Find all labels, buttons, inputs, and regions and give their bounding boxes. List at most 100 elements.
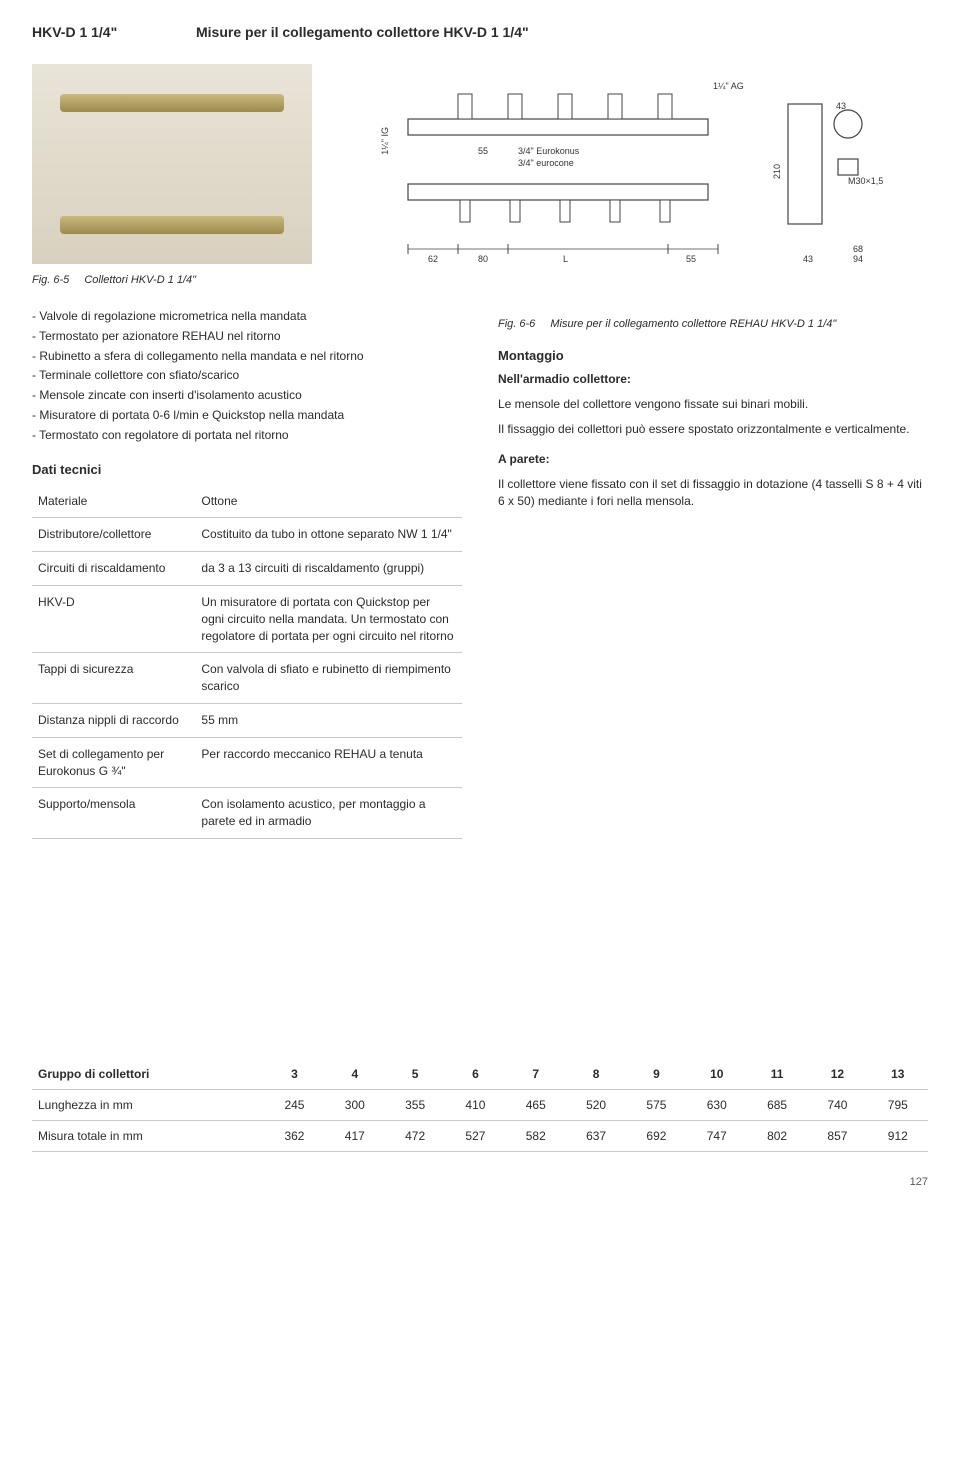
spec-key: Set di collegamento per Eurokonus G ¾" xyxy=(32,737,195,788)
dims-header-cell: 7 xyxy=(506,1059,566,1090)
dims-cell: 520 xyxy=(566,1089,626,1120)
dims-cell: 410 xyxy=(445,1089,505,1120)
dims-header-cell: 9 xyxy=(626,1059,686,1090)
dims-cell: 355 xyxy=(385,1089,445,1120)
dims-header-cell: 5 xyxy=(385,1059,445,1090)
dims-row-label: Lunghezza in mm xyxy=(32,1089,264,1120)
dims-cell: 857 xyxy=(807,1120,867,1151)
measures-title: Misure per il collegamento collettore HK… xyxy=(196,24,928,40)
technical-schematic: 1¼" IG 1¼" AG 55 3/4" Eurokonus 3/4" eur… xyxy=(348,64,898,264)
figure-row: Fig. 6-5 Collettori HKV-D 1 1/4" xyxy=(32,64,928,304)
body-columns: Valvole di regolazione micrometrica nell… xyxy=(32,308,928,839)
dims-cell: 692 xyxy=(626,1120,686,1151)
feature-item: Termostato con regolatore di portata nel… xyxy=(32,427,462,444)
dims-cell: 630 xyxy=(687,1089,747,1120)
spec-row: Circuiti di riscaldamentoda 3 a 13 circu… xyxy=(32,552,462,586)
dim-bottom-end: 55 xyxy=(686,254,696,264)
spec-value: da 3 a 13 circuiti di riscaldamento (gru… xyxy=(195,552,462,586)
dim-bottom-left: 62 xyxy=(428,254,438,264)
feature-item: Mensole zincate con inserti d'isolamento… xyxy=(32,387,462,404)
dim-bottom-L: L xyxy=(563,254,568,264)
spec-key: Distributore/collettore xyxy=(32,518,195,552)
dims-row: Misura totale in mm362417472527582637692… xyxy=(32,1120,928,1151)
armadio-head: Nell'armadio collettore: xyxy=(498,372,631,386)
dim-left-pitch: 55 xyxy=(478,146,488,156)
dims-cell: 575 xyxy=(626,1089,686,1120)
dims-header-cell: 13 xyxy=(868,1059,928,1090)
dims-cell: 740 xyxy=(807,1089,867,1120)
dim-top-thread: 1¼" AG xyxy=(713,81,744,91)
page-number: 127 xyxy=(32,1176,928,1188)
dims-cell: 582 xyxy=(506,1120,566,1151)
montaggio-head: Montaggio xyxy=(498,348,928,363)
dims-cell: 912 xyxy=(868,1120,928,1151)
spec-key: Circuiti di riscaldamento xyxy=(32,552,195,586)
dims-cell: 362 xyxy=(264,1120,324,1151)
specifications-table: MaterialeOttoneDistributore/collettoreCo… xyxy=(32,485,462,839)
spec-value: Con valvola di sfiato e rubinetto di rie… xyxy=(195,653,462,704)
dim-eurokonus2: 3/4" eurocone xyxy=(518,158,574,168)
dims-header-cell: 11 xyxy=(747,1059,807,1090)
dims-cell: 245 xyxy=(264,1089,324,1120)
dims-header-cell: 4 xyxy=(325,1059,385,1090)
dim-eurokonus1: 3/4" Eurokonus xyxy=(518,146,580,156)
spec-row: HKV-DUn misuratore di portata con Quicks… xyxy=(32,585,462,652)
dim-thread: M30×1,5 xyxy=(848,176,883,186)
dim-side-height: 210 xyxy=(772,164,782,179)
dims-header-cell: Gruppo di collettori xyxy=(32,1059,264,1090)
dim-bottom-right2: 68 xyxy=(853,244,863,254)
spec-row: Tappi di sicurezzaCon valvola di sfiato … xyxy=(32,653,462,704)
dims-cell: 527 xyxy=(445,1120,505,1151)
spec-row: Distributore/collettoreCostituito da tub… xyxy=(32,518,462,552)
parete-head: A parete: xyxy=(498,452,550,466)
dims-cell: 417 xyxy=(325,1120,385,1151)
spec-value: 55 mm xyxy=(195,703,462,737)
feature-item: Valvole di regolazione micrometrica nell… xyxy=(32,308,462,325)
product-code: HKV-D 1 1/4" xyxy=(32,24,172,40)
dims-cell: 472 xyxy=(385,1120,445,1151)
spec-key: Tappi di sicurezza xyxy=(32,653,195,704)
feature-item: Misuratore di portata 0-6 l/min e Quicks… xyxy=(32,407,462,424)
schematic-column: 1¼" IG 1¼" AG 55 3/4" Eurokonus 3/4" eur… xyxy=(348,64,898,264)
armadio-p1: Le mensole del collettore vengono fissat… xyxy=(498,396,928,413)
header-row: HKV-D 1 1/4" Misure per il collegamento … xyxy=(32,24,928,52)
spec-key: Distanza nippli di raccordo xyxy=(32,703,195,737)
dims-row-label: Misura totale in mm xyxy=(32,1120,264,1151)
fig66-caption: Fig. 6-6 Misure per il collegamento coll… xyxy=(498,318,928,330)
parete-p: Il collettore viene fissato con il set d… xyxy=(498,476,928,510)
feature-list: Valvole di regolazione micrometrica nell… xyxy=(32,308,462,444)
dims-cell: 802 xyxy=(747,1120,807,1151)
spec-row: Supporto/mensolaCon isolamento acustico,… xyxy=(32,788,462,839)
dati-tecnici-head: Dati tecnici xyxy=(32,462,462,477)
fig65-caption: Fig. 6-5 Collettori HKV-D 1 1/4" xyxy=(32,274,312,286)
right-column: Fig. 6-6 Misure per il collegamento coll… xyxy=(498,308,928,839)
dim-left-thread: 1¼" IG xyxy=(380,127,390,155)
fig65-label: Collettori HKV-D 1 1/4" xyxy=(84,274,196,286)
dims-row: Lunghezza in mm2453003554104655205756306… xyxy=(32,1089,928,1120)
spec-row: MaterialeOttone xyxy=(32,485,462,518)
spec-value: Per raccordo meccanico REHAU a tenuta xyxy=(195,737,462,788)
feature-item: Termostato per azionatore REHAU nel rito… xyxy=(32,328,462,345)
dims-cell: 685 xyxy=(747,1089,807,1120)
spec-row: Set di collegamento per Eurokonus G ¾"Pe… xyxy=(32,737,462,788)
spec-key: HKV-D xyxy=(32,585,195,652)
dims-header-cell: 12 xyxy=(807,1059,867,1090)
fig65-num: Fig. 6-5 xyxy=(32,274,69,286)
dim-bottom-right1: 43 xyxy=(803,254,813,264)
armadio-p2: Il fissaggio dei collettori può essere s… xyxy=(498,421,928,438)
spec-value: Un misuratore di portata con Quickstop p… xyxy=(195,585,462,652)
spec-value: Ottone xyxy=(195,485,462,518)
spec-value: Con isolamento acustico, per montaggio a… xyxy=(195,788,462,839)
dim-bottom-right3: 94 xyxy=(853,254,863,264)
photo-column: Fig. 6-5 Collettori HKV-D 1 1/4" xyxy=(32,64,312,304)
dims-cell: 747 xyxy=(687,1120,747,1151)
dims-header-cell: 6 xyxy=(445,1059,505,1090)
fig66-num: Fig. 6-6 xyxy=(498,318,535,330)
dimensions-table: Gruppo di collettori345678910111213 Lung… xyxy=(32,1059,928,1152)
left-column: Valvole di regolazione micrometrica nell… xyxy=(32,308,462,839)
spec-key: Materiale xyxy=(32,485,195,518)
dims-header-cell: 10 xyxy=(687,1059,747,1090)
dims-cell: 637 xyxy=(566,1120,626,1151)
feature-item: Terminale collettore con sfiato/scarico xyxy=(32,367,462,384)
fig66-label: Misure per il collegamento collettore RE… xyxy=(550,318,836,330)
